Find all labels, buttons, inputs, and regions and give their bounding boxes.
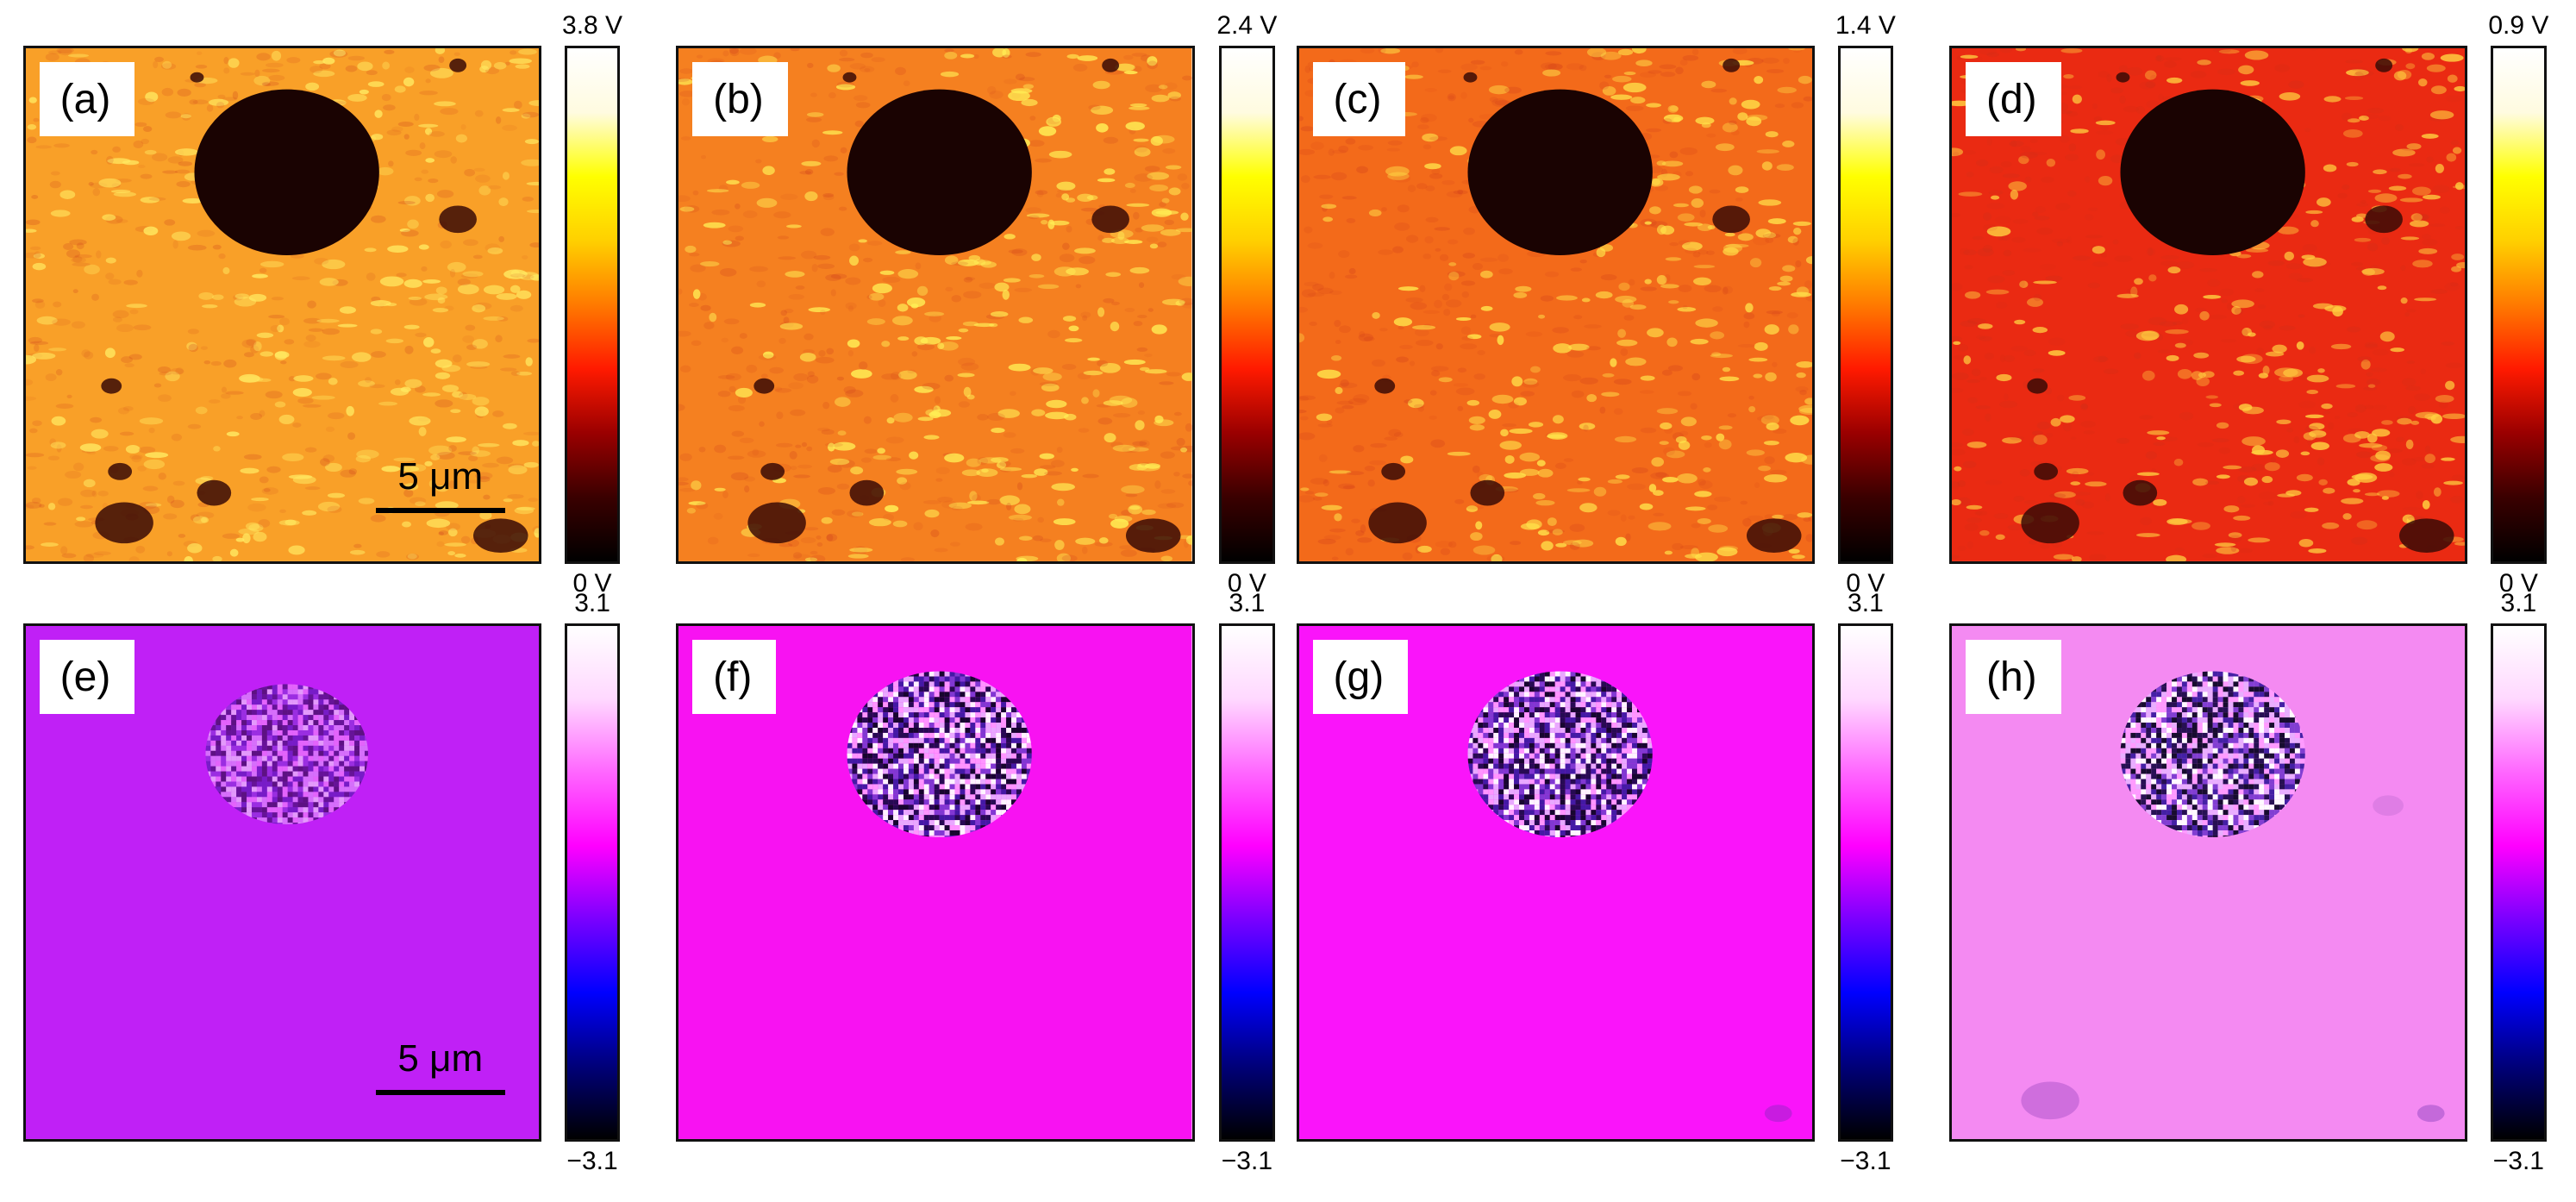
phase-map-panel: (h) [1948, 623, 2468, 1142]
colorbar-max-label: 3.1 [2500, 588, 2537, 617]
panel-label: (f) [692, 639, 777, 714]
colorbar-min-label: −3.1 [2492, 1146, 2544, 1175]
colorbar-max-label: 1.4 V [1835, 11, 1896, 41]
amplitude-map-image [25, 48, 540, 562]
amplitude-map-panel: (a) 5 μm [22, 46, 542, 565]
panel-label: (e) [39, 639, 135, 714]
panel-label: (b) [692, 62, 788, 137]
amplitude-map-panel: (c) [1296, 46, 1815, 565]
scale-bar-line [375, 1090, 505, 1096]
phase-colorbar [2491, 623, 2547, 1142]
amplitude-map-panel: (b) [676, 46, 1195, 565]
panel-label: (a) [39, 62, 135, 137]
colorbar-max-label: 0.9 V [2488, 11, 2549, 41]
colorbar-min-label: 0 V [2498, 569, 2538, 598]
colorbar-min-label: 0 V [1227, 569, 1266, 598]
panel-label: (c) [1312, 62, 1406, 137]
colorbar-min-label: −3.1 [1840, 1146, 1891, 1175]
colorbar-max-label: 3.1 [1229, 588, 1266, 617]
scale-bar-line [375, 507, 505, 513]
colorbar-min-label: −3.1 [1221, 1146, 1273, 1175]
amplitude-colorbar [564, 46, 621, 565]
phase-colorbar [1219, 623, 1275, 1142]
scale-bar-label: 5 μm [397, 1037, 484, 1080]
panel-label: (d) [1965, 62, 2061, 137]
amplitude-colorbar [1837, 46, 1894, 565]
phase-map-panel: (f) [676, 623, 1195, 1142]
colorbar-max-label: 2.4 V [1216, 11, 1278, 41]
colorbar-min-label: 0 V [572, 569, 612, 598]
panel-label: (g) [1312, 639, 1409, 714]
colorbar-min-label: −3.1 [566, 1146, 618, 1175]
colorbar-max-label: 3.8 V [562, 11, 623, 41]
phase-map-panel: (g) [1296, 623, 1815, 1142]
scale-bar: 5 μm [375, 454, 505, 513]
colorbar-min-label: 0 V [1846, 569, 1885, 598]
colorbar-max-label: 3.1 [574, 588, 610, 617]
phase-map-image [1298, 625, 1812, 1139]
phase-map-panel: (e) 5 μm [22, 623, 542, 1142]
phase-colorbar [1837, 623, 1894, 1142]
amplitude-map-panel: (d) [1948, 46, 2468, 565]
amplitude-colorbar [1219, 46, 1275, 565]
colorbar-max-label: 3.1 [1848, 588, 1884, 617]
amplitude-colorbar [2491, 46, 2547, 565]
phase-colorbar [564, 623, 621, 1142]
panel-label: (h) [1965, 639, 2061, 714]
scale-bar: 5 μm [375, 1037, 505, 1096]
scale-bar-label: 5 μm [397, 454, 484, 498]
